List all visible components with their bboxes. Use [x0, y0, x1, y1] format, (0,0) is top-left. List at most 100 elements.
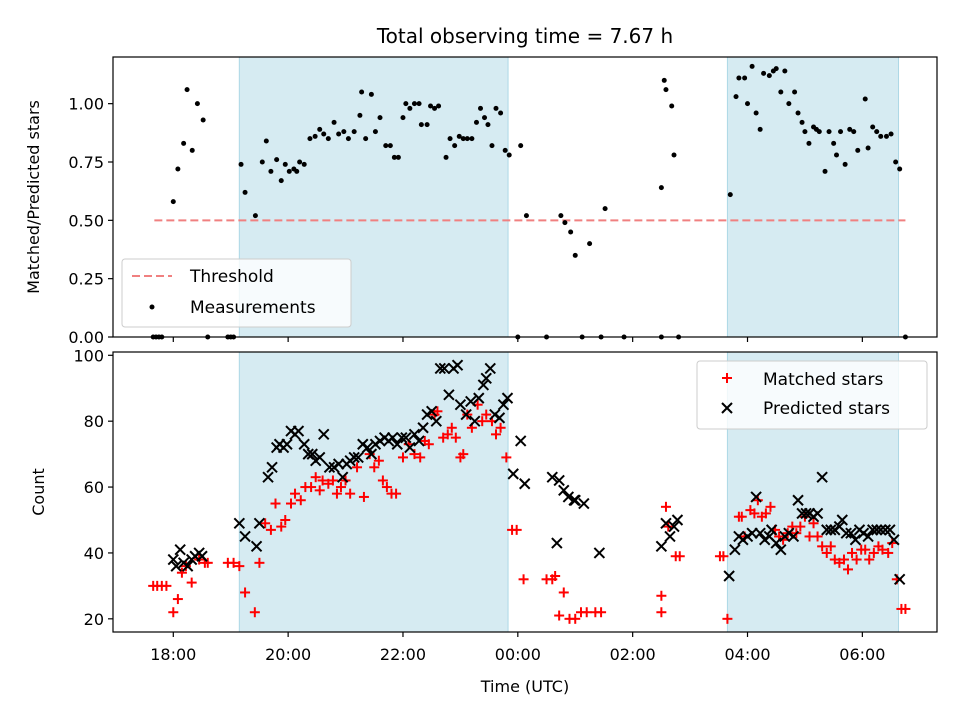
measurement-point [436, 103, 442, 109]
predicted-star-point [438, 362, 451, 375]
matched-star-point [172, 594, 183, 605]
y-tick-label: 60 [84, 478, 104, 497]
measurement-point [761, 70, 767, 76]
predicted-star-point [469, 415, 481, 427]
measurement-point [443, 154, 449, 160]
measurement-point [252, 213, 258, 219]
matched-star-point [358, 491, 369, 502]
marker-stroke [655, 540, 668, 553]
marker-stroke [507, 468, 519, 480]
matched-star-point [345, 488, 356, 499]
marker-stroke [460, 408, 472, 421]
marker-stroke [668, 520, 680, 533]
marker-stroke [729, 543, 741, 556]
predicted-star-point [400, 431, 412, 444]
marker-stroke [750, 491, 762, 503]
measurement-point [669, 103, 675, 109]
matched-star-point [327, 475, 338, 486]
marker-stroke [386, 431, 399, 444]
marker-stroke [174, 543, 186, 556]
marker-stroke [497, 398, 510, 411]
predicted-star-point [465, 395, 477, 408]
matched-star-point [518, 574, 529, 585]
measurement-point [782, 68, 788, 74]
measurement-point [855, 147, 861, 153]
measurement-point [816, 129, 822, 135]
matched-star-point [450, 432, 461, 443]
measurement-point [400, 115, 406, 121]
measurement-point [181, 140, 187, 146]
predicted-star-point [460, 408, 472, 421]
measurement-point [259, 159, 265, 165]
x-tick-label: 18:00 [150, 645, 196, 664]
predicted-star-point [292, 425, 305, 437]
measurement-point [749, 63, 755, 69]
measurement-point [351, 129, 357, 135]
marker-stroke [775, 543, 787, 556]
measurement-point [189, 147, 195, 153]
matched-star-point [176, 567, 187, 578]
marker-stroke [879, 524, 892, 536]
legend-threshold-label: Threshold [189, 267, 274, 287]
matched-star-point [868, 547, 879, 558]
matched-star-point [860, 544, 871, 555]
predicted-star-point [352, 451, 364, 464]
marker-stroke [438, 362, 451, 375]
predicted-star-point [884, 524, 896, 536]
measurement-point [391, 154, 397, 160]
measurement-point [799, 119, 805, 125]
predicted-star-point [497, 398, 510, 411]
matched-star-point [838, 554, 849, 565]
matched-star-point [286, 498, 297, 509]
matched-star-point [656, 607, 667, 618]
bottom-x-ticks: 18:00 20:00 22:00 00:00 02:00 04:00 06:00 [150, 632, 885, 664]
bottom-legend-box [696, 360, 928, 430]
predicted-star-point [811, 507, 824, 520]
marker-stroke [893, 573, 906, 586]
predicted-star-point [825, 524, 837, 536]
marker-stroke [558, 484, 570, 497]
measurement-point [387, 143, 393, 149]
marker-stroke [723, 570, 735, 582]
measurement-point [194, 101, 200, 107]
matched-star-point [290, 488, 301, 499]
marker-stroke [833, 520, 846, 533]
predicted-star-point [417, 422, 429, 434]
bottom-y-axis-label: Count [29, 468, 48, 516]
predicted-star-point [871, 524, 883, 536]
matched-star-point [249, 607, 260, 618]
predicted-star-point [507, 468, 519, 480]
measurement-point [562, 220, 568, 226]
matched-star-point [446, 422, 457, 433]
measurement-point [317, 126, 323, 132]
measurement-point [602, 206, 608, 212]
matched-star-point [749, 508, 760, 519]
marker-stroke [250, 540, 263, 553]
predicted-star-point [473, 392, 485, 404]
predicted-star-point [306, 448, 318, 460]
matched-star-point [306, 482, 317, 493]
predicted-star-point [671, 514, 684, 526]
predicted-star-point [434, 362, 447, 375]
bottom-y-ticks: 20 40 60 80 100 [73, 346, 113, 629]
marker-stroke [396, 431, 408, 444]
marker-stroke [469, 415, 481, 427]
measurement-point [745, 101, 751, 107]
predicted-star-point [792, 494, 804, 506]
legend-measurements-label: Measurements [190, 298, 316, 318]
measurement-point [865, 145, 871, 151]
measurement-point [170, 199, 176, 205]
marker-stroke [514, 435, 527, 447]
measurement-point [411, 101, 417, 107]
matched-star-point [377, 475, 388, 486]
predicted-star-point [170, 560, 182, 572]
x-tick-label: 00:00 [495, 645, 541, 664]
measurement-point [403, 101, 409, 107]
measurement-point [742, 75, 748, 81]
matched-star-point [202, 557, 213, 568]
measurement-point [587, 241, 593, 247]
matched-star-point [423, 439, 434, 450]
measurement-point [851, 129, 857, 135]
matched-star-point [168, 607, 179, 618]
y-tick-label: 20 [84, 610, 104, 629]
